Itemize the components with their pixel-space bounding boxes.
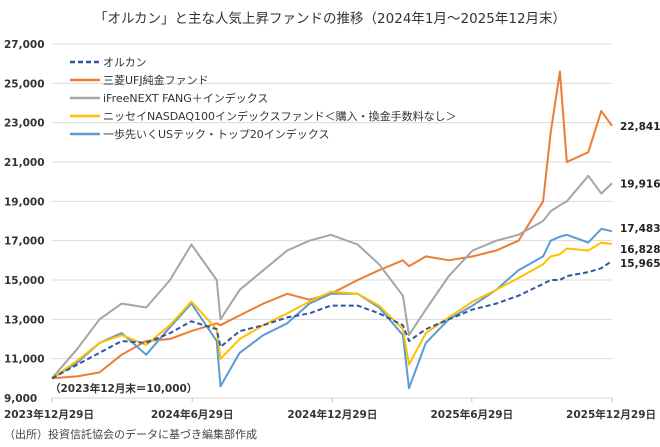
end-value-label: 15,965 [620, 258, 660, 270]
y-tick-label: 21,000 [4, 157, 45, 169]
y-tick-label: 25,000 [4, 78, 45, 90]
legend-label: オルカン [103, 56, 147, 69]
x-tick-label: 2023年12月29日 [4, 408, 94, 421]
end-value-label: 19,916 [620, 178, 660, 190]
series-line-2 [51, 174, 613, 379]
x-tick-label: 2025年6月29日 [430, 408, 513, 421]
end-value-label: 22,841 [620, 121, 660, 133]
y-tick-label: 17,000 [4, 236, 45, 248]
series-line-4 [51, 227, 613, 390]
y-tick-label: 23,000 [4, 118, 45, 130]
y-tick-label: 11,000 [4, 354, 45, 366]
x-tick-label: 2025年12月29日 [566, 408, 656, 421]
legend-label: 三菱UFJ純金ファンド [103, 73, 209, 87]
x-tick-label: 2024年12月29日 [287, 408, 377, 421]
end-value-label: 16,828 [620, 244, 660, 256]
x-tick-label: 2024年6月29日 [151, 408, 234, 421]
legend-label: ニッセイNASDAQ100インデックスファンド＜購入・換金手数料なし＞ [103, 109, 457, 123]
y-tick-label: 13,000 [4, 314, 45, 326]
y-tick-label: 27,000 [4, 39, 45, 51]
y-tick-label: 15,000 [4, 275, 45, 287]
legend-label: iFreeNEXT FANG＋インデックス [103, 91, 268, 105]
y-tick-label: 9,000 [4, 393, 37, 405]
legend-label: 一歩先いくUSテック・トップ20インデックス [103, 127, 329, 141]
series-line-3 [51, 241, 613, 380]
source-note: （出所）投資信託協会のデータに基づき編集部作成 [4, 427, 257, 441]
y-tick-label: 19,000 [4, 196, 45, 208]
series-line-0 [51, 260, 613, 380]
end-value-label: 17,483 [620, 223, 660, 235]
series-line-1 [51, 70, 613, 380]
chart-title: 「オルカン」と主な人気上昇ファンドの推移（2024年1月～2025年12月末） [94, 11, 566, 27]
baseline-note: （2023年12月末＝10,000） [50, 382, 197, 395]
